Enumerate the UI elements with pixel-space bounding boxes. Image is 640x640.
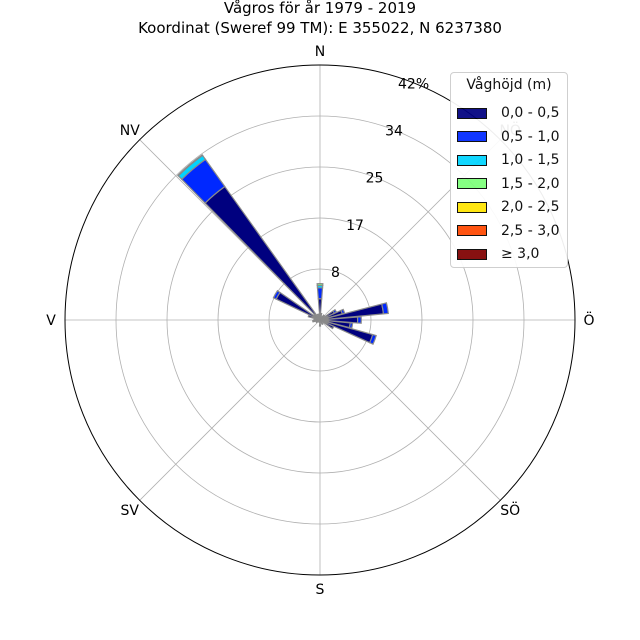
legend-item: 1,0 - 1,5 [457, 150, 559, 170]
legend: Våghöjd (m) 0,0 - 0,5 0,5 - 1,0 1,0 - 1,5 1… [450, 72, 568, 268]
legend-label: 1,0 - 1,5 [501, 152, 560, 168]
legend-label: 0,0 - 0,5 [501, 105, 560, 121]
polar-grid [65, 65, 575, 575]
legend-swatch [457, 154, 487, 166]
grid-spoke-SV [139, 319, 321, 501]
legend-item: 2,0 - 2,5 [457, 197, 559, 217]
radial-tick-label: 8 [331, 265, 340, 281]
bar-segment-320-3 [177, 154, 204, 177]
legend-label: 1,5 - 2,0 [501, 175, 560, 192]
legend-label: 0,5 - 1,0 [501, 128, 560, 145]
wave-rose-bars [177, 154, 389, 345]
bar-segment-0-3 [316, 282, 324, 287]
legend-swatch [457, 201, 487, 213]
direction-label-Ö: Ö [583, 311, 594, 329]
legend-swatch [457, 178, 487, 189]
grid-spoke-SÖ [319, 319, 501, 501]
bar-segment-10-1 [319, 312, 323, 317]
chart-title: Vågros för år 1979 - 2019 [224, 0, 416, 17]
polar-frame [64, 64, 576, 576]
bar-segment-320-0 [204, 185, 321, 321]
legend-label: 2,0 - 2,5 [501, 199, 560, 215]
direction-label-N: N [315, 44, 325, 60]
bar-segment-80-1 [380, 302, 389, 315]
radial-tick-label: 42% [398, 76, 429, 92]
direction-label-V: V [46, 313, 56, 329]
legend-swatch [457, 225, 487, 236]
bar-segment-0-1 [316, 287, 324, 300]
legend-label: ≥ 3,0 [501, 246, 540, 262]
legend-swatch [457, 131, 487, 142]
radial-tick-label: 34 [385, 124, 403, 140]
bar-segment-300-1 [272, 289, 281, 300]
legend-item: 2,5 - 3,0 [457, 221, 559, 241]
legend-item: 0,0 - 0,5 [457, 103, 559, 123]
bar-segment-180-0 [318, 319, 322, 327]
bar-segment-340-0 [316, 313, 321, 321]
bar-segment-100-1 [348, 322, 354, 329]
bar-segment-270-0 [313, 318, 321, 322]
legend-item: ≥ 3,0 [457, 244, 539, 264]
legend-swatch [457, 248, 487, 260]
legend-item: 1,5 - 2,0 [457, 174, 559, 194]
direction-label-SÖ: SÖ [500, 501, 520, 519]
bar-segment-120-0 [319, 319, 335, 330]
legend-swatch [457, 107, 487, 119]
bar-segment-90-1 [356, 316, 362, 324]
legend-title: Våghöjd (m) [466, 77, 552, 93]
legend-label: 2,5 - 3,0 [501, 222, 560, 239]
legend-item: 0,5 - 1,0 [457, 127, 559, 147]
direction-label-SV: SV [121, 503, 140, 519]
radial-tick-label: 25 [366, 171, 384, 187]
chart-subtitle: Koordinat (Sweref 99 TM): E 355022, N 62… [138, 19, 502, 37]
direction-label-S: S [316, 582, 325, 598]
bar-segment-110-1 [368, 333, 377, 345]
radial-tick-label: 17 [346, 218, 364, 234]
direction-label-NV: NV [120, 123, 140, 139]
